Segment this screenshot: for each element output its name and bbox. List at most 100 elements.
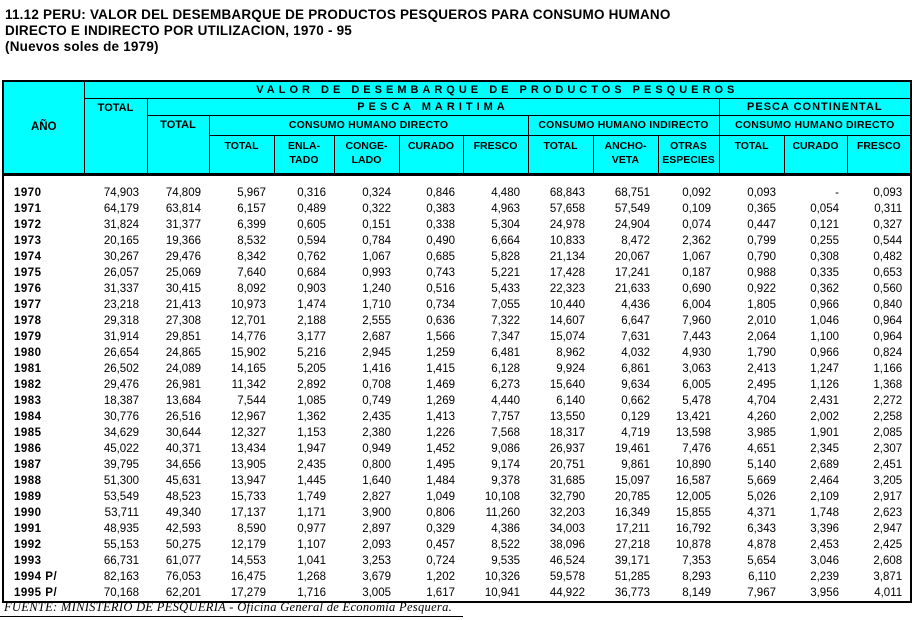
value-cell: 6,157 xyxy=(209,201,274,217)
value-cell: 39,795 xyxy=(84,457,147,473)
value-cell: 15,733 xyxy=(209,489,274,505)
value-cell: 1,202 xyxy=(399,569,463,585)
value-cell: 0,993 xyxy=(334,265,399,281)
value-cell: 6,005 xyxy=(658,377,719,393)
value-cell: 1,268 xyxy=(274,569,334,585)
value-cell: 2,239 xyxy=(784,569,847,585)
value-cell: 2,827 xyxy=(334,489,399,505)
value-cell: 45,631 xyxy=(147,473,209,489)
value-cell: 1,566 xyxy=(399,329,463,345)
value-cell: 11,342 xyxy=(209,377,274,393)
value-cell: 12,327 xyxy=(209,425,274,441)
table-row: 1980 26,654 24,865 15,902 5,216 2,945 1,259 6,4… xyxy=(3,345,912,361)
value-cell: 0,560 xyxy=(847,281,912,297)
page-title: 11.12 PERU: VALOR DEL DESEMBARQUE DE PRO… xyxy=(5,7,671,55)
value-cell: 55,153 xyxy=(84,537,147,553)
value-cell: 0,151 xyxy=(334,217,399,233)
value-cell: 26,516 xyxy=(147,409,209,425)
value-cell: 4,963 xyxy=(463,201,528,217)
value-cell: 31,824 xyxy=(84,217,147,233)
value-cell: 0,749 xyxy=(334,393,399,409)
value-cell: 46,524 xyxy=(528,553,593,569)
value-cell: 3,046 xyxy=(784,553,847,569)
value-cell: 7,476 xyxy=(658,441,719,457)
header-valor-desembarque: VALOR DE DESEMBARQUE DE PRODUCTOS PESQUE… xyxy=(83,80,912,99)
value-cell: 10,973 xyxy=(209,297,274,313)
year-cell: 1988 xyxy=(3,473,84,489)
value-cell: 13,434 xyxy=(209,441,274,457)
value-cell: 1,269 xyxy=(399,393,463,409)
table-header: AÑO VALOR DE DESEMBARQUE DE PRODUCTOS PE… xyxy=(2,80,912,176)
value-cell: 0,949 xyxy=(334,441,399,457)
value-cell: 20,785 xyxy=(593,489,658,505)
value-cell: 8,522 xyxy=(463,537,528,553)
value-cell: 0,964 xyxy=(847,313,912,329)
value-cell: 0,338 xyxy=(399,217,463,233)
value-cell: 1,067 xyxy=(334,249,399,265)
header-consumo-humano-indirecto: CONSUMO HUMANO INDIRECTO xyxy=(527,115,720,136)
value-cell: 8,590 xyxy=(209,521,274,537)
value-cell: 9,174 xyxy=(463,457,528,473)
value-cell: 2,623 xyxy=(847,505,912,521)
table-row: 1972 31,824 31,377 6,399 0,605 0,151 0,338 5,30… xyxy=(3,217,912,233)
value-cell: 0,383 xyxy=(399,201,463,217)
year-cell: 1994 P/ xyxy=(3,569,84,585)
value-cell: 1,085 xyxy=(274,393,334,409)
table-row: 1974 30,267 29,476 8,342 0,762 1,067 0,685 5,82… xyxy=(3,249,912,265)
value-cell: 2,380 xyxy=(334,425,399,441)
value-cell: 0,605 xyxy=(274,217,334,233)
value-cell: 4,651 xyxy=(719,441,784,457)
value-cell: 2,897 xyxy=(334,521,399,537)
table-row: 1976 31,337 30,415 8,092 0,903 1,240 0,516 5,43… xyxy=(3,281,912,297)
value-cell: 1,716 xyxy=(274,585,334,602)
value-cell: 5,221 xyxy=(463,265,528,281)
value-cell: 1,046 xyxy=(784,313,847,329)
value-cell: 6,647 xyxy=(593,313,658,329)
value-cell: 48,523 xyxy=(147,489,209,505)
value-cell: 0,255 xyxy=(784,233,847,249)
value-cell: 0,482 xyxy=(847,249,912,265)
value-cell: 0,964 xyxy=(847,329,912,345)
value-cell: 13,550 xyxy=(528,409,593,425)
value-cell: 49,340 xyxy=(147,505,209,521)
value-cell: 1,067 xyxy=(658,249,719,265)
value-cell: 8,962 xyxy=(528,345,593,361)
value-cell: 0,109 xyxy=(658,201,719,217)
value-cell: 50,275 xyxy=(147,537,209,553)
value-cell: 12,701 xyxy=(209,313,274,329)
value-cell: 0,988 xyxy=(719,265,784,281)
value-cell: 0,824 xyxy=(847,345,912,361)
table-row: 1993 66,731 61,077 14,553 1,041 3,253 0,724 9,5… xyxy=(3,553,912,569)
value-cell: 0,784 xyxy=(334,233,399,249)
header-row-4: TOTAL ENLA- TADO CONGE- LADO CURADO FRES… xyxy=(3,135,912,176)
title-line-3: (Nuevos soles de 1979) xyxy=(5,39,159,54)
table-row: 1985 34,629 30,644 12,327 1,153 2,380 1,226 7,5… xyxy=(3,425,912,441)
value-cell: 2,435 xyxy=(274,457,334,473)
value-cell: 1,469 xyxy=(399,377,463,393)
value-cell: 0,708 xyxy=(334,377,399,393)
value-cell: 24,865 xyxy=(147,345,209,361)
value-cell: 15,097 xyxy=(593,473,658,489)
value-cell: 17,137 xyxy=(209,505,274,521)
value-cell: 14,165 xyxy=(209,361,274,377)
value-cell: 5,026 xyxy=(719,489,784,505)
value-cell: 7,055 xyxy=(463,297,528,313)
value-cell: 74,903 xyxy=(84,174,147,201)
value-cell: 8,532 xyxy=(209,233,274,249)
value-cell: 30,267 xyxy=(84,249,147,265)
value-cell: 8,092 xyxy=(209,281,274,297)
value-cell: 24,089 xyxy=(147,361,209,377)
value-cell: 0,762 xyxy=(274,249,334,265)
value-cell: 1,495 xyxy=(399,457,463,473)
value-cell: 18,317 xyxy=(528,425,593,441)
value-cell: 14,607 xyxy=(528,313,593,329)
header-pesca-maritima: PESCA MARITIMA xyxy=(146,98,720,116)
value-cell: 1,413 xyxy=(399,409,463,425)
value-cell: 6,128 xyxy=(463,361,528,377)
value-cell: 13,421 xyxy=(658,409,719,425)
value-cell: 2,272 xyxy=(847,393,912,409)
value-cell: 5,967 xyxy=(209,174,274,201)
value-cell: - xyxy=(784,174,847,201)
value-cell: 0,129 xyxy=(593,409,658,425)
value-cell: 42,593 xyxy=(147,521,209,537)
